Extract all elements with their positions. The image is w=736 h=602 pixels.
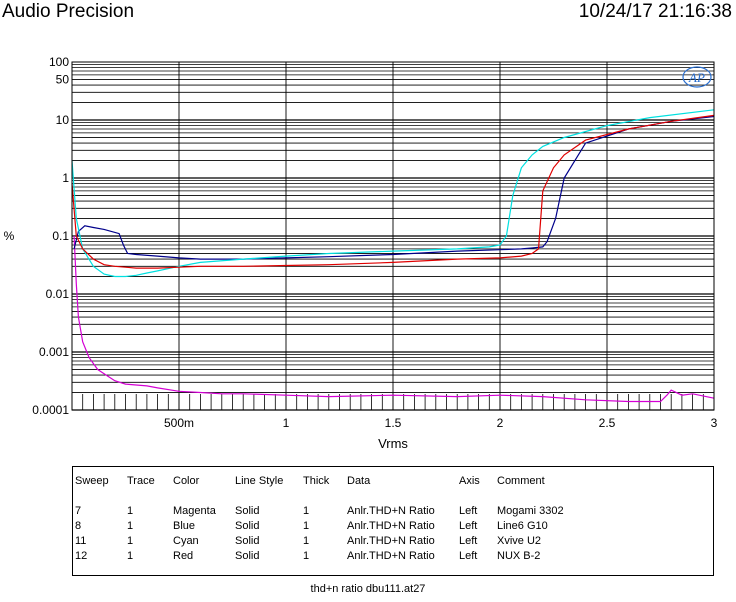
legend-header: Line Style (235, 475, 284, 487)
legend-cell: 8 (75, 520, 82, 532)
legend-cell: 1 (303, 550, 310, 562)
series-line-4 (71, 114, 715, 269)
x-tick-label: 1 (283, 416, 290, 430)
legend-cell: 1 (127, 550, 134, 562)
legend-cell: 1 (127, 505, 134, 517)
x-tick-label: 2.5 (599, 416, 616, 430)
legend-cell: 1 (303, 505, 310, 517)
svg-text:AP: AP (688, 70, 705, 85)
x-tick-label: 1.5 (385, 416, 402, 430)
y-tick-label: 1 (62, 171, 69, 185)
legend-header: Data (347, 475, 371, 487)
legend-cell: Anlr.THD+N Ratio (347, 535, 435, 547)
y-tick-label: 0.01 (46, 287, 70, 301)
y-axis-label: % (4, 229, 15, 243)
series-line-3 (71, 109, 715, 278)
brand-title: Audio Precision (2, 1, 135, 22)
legend-cell: 12 (75, 550, 88, 562)
legend-cell: NUX B-2 (497, 550, 541, 562)
legend-cell: Left (459, 535, 478, 547)
legend-cell: 1 (127, 535, 134, 547)
legend-header: Trace (127, 475, 155, 487)
legend-cell: Anlr.THD+N Ratio (347, 520, 435, 532)
legend-cell: 11 (75, 535, 87, 547)
series-line-2 (73, 115, 715, 260)
legend-cell: Solid (235, 520, 260, 532)
x-tick-label: 500m (164, 416, 194, 430)
series-line-1 (73, 235, 715, 403)
legend-cell: Left (459, 550, 478, 562)
y-tick-label: 100 (49, 55, 69, 69)
legend-header: Sweep (75, 475, 109, 487)
legend-cell: Solid (235, 550, 260, 562)
legend-cell: Solid (235, 535, 260, 547)
legend-cell: 1 (303, 535, 310, 547)
legend-cell: Left (459, 505, 478, 517)
legend-header: Comment (497, 475, 545, 487)
legend-cell: Anlr.THD+N Ratio (347, 550, 435, 562)
y-tick-label: 50 (56, 72, 70, 86)
x-tick-label: 3 (711, 416, 718, 430)
legend-cell: 7 (75, 505, 82, 517)
legend-cell: Solid (235, 505, 260, 517)
legend-cell: Xvive U2 (497, 535, 542, 547)
legend-cell: 1 (127, 520, 134, 532)
grid (72, 62, 715, 411)
legend-cell: Mogami 3302 (497, 505, 564, 517)
tick-labels: 100 50 10 1 0.1 0.01 0.001 0.0001 500m 1 1.5 2 2.5 3 (32, 55, 717, 430)
legend-header: Axis (459, 475, 480, 487)
timestamp: 10/24/17 21:16:38 (578, 1, 732, 22)
legend-cell: Red (173, 550, 194, 562)
x-axis-label: Vrms (378, 436, 408, 451)
legend-cell: Anlr.THD+N Ratio (347, 505, 435, 517)
y-tick-label: 0.001 (39, 345, 69, 359)
y-tick-label: 10 (56, 113, 70, 127)
x-tick-label: 2 (497, 416, 504, 430)
legend-cell: Cyan (173, 535, 199, 547)
legend-header: Thick (303, 475, 330, 487)
legend-table: Sweep Trace Color Line Style Thick Data Axis Co… (72, 466, 714, 576)
y-tick-label: 0.1 (52, 229, 69, 243)
caption: thd+n ratio dbu111.at27 (310, 583, 426, 595)
series-lines (71, 109, 715, 403)
legend-header: Color (173, 475, 200, 487)
y-tick-label: 0.0001 (32, 403, 69, 417)
legend-cell: 1 (303, 520, 310, 532)
ap-logo: AP (682, 66, 712, 88)
plot-frame (71, 61, 715, 411)
legend-cell: Left (459, 520, 478, 532)
legend-cell: Blue (173, 520, 196, 532)
legend-cell: Magenta (173, 505, 216, 517)
legend-cell: Line6 G10 (497, 520, 548, 532)
